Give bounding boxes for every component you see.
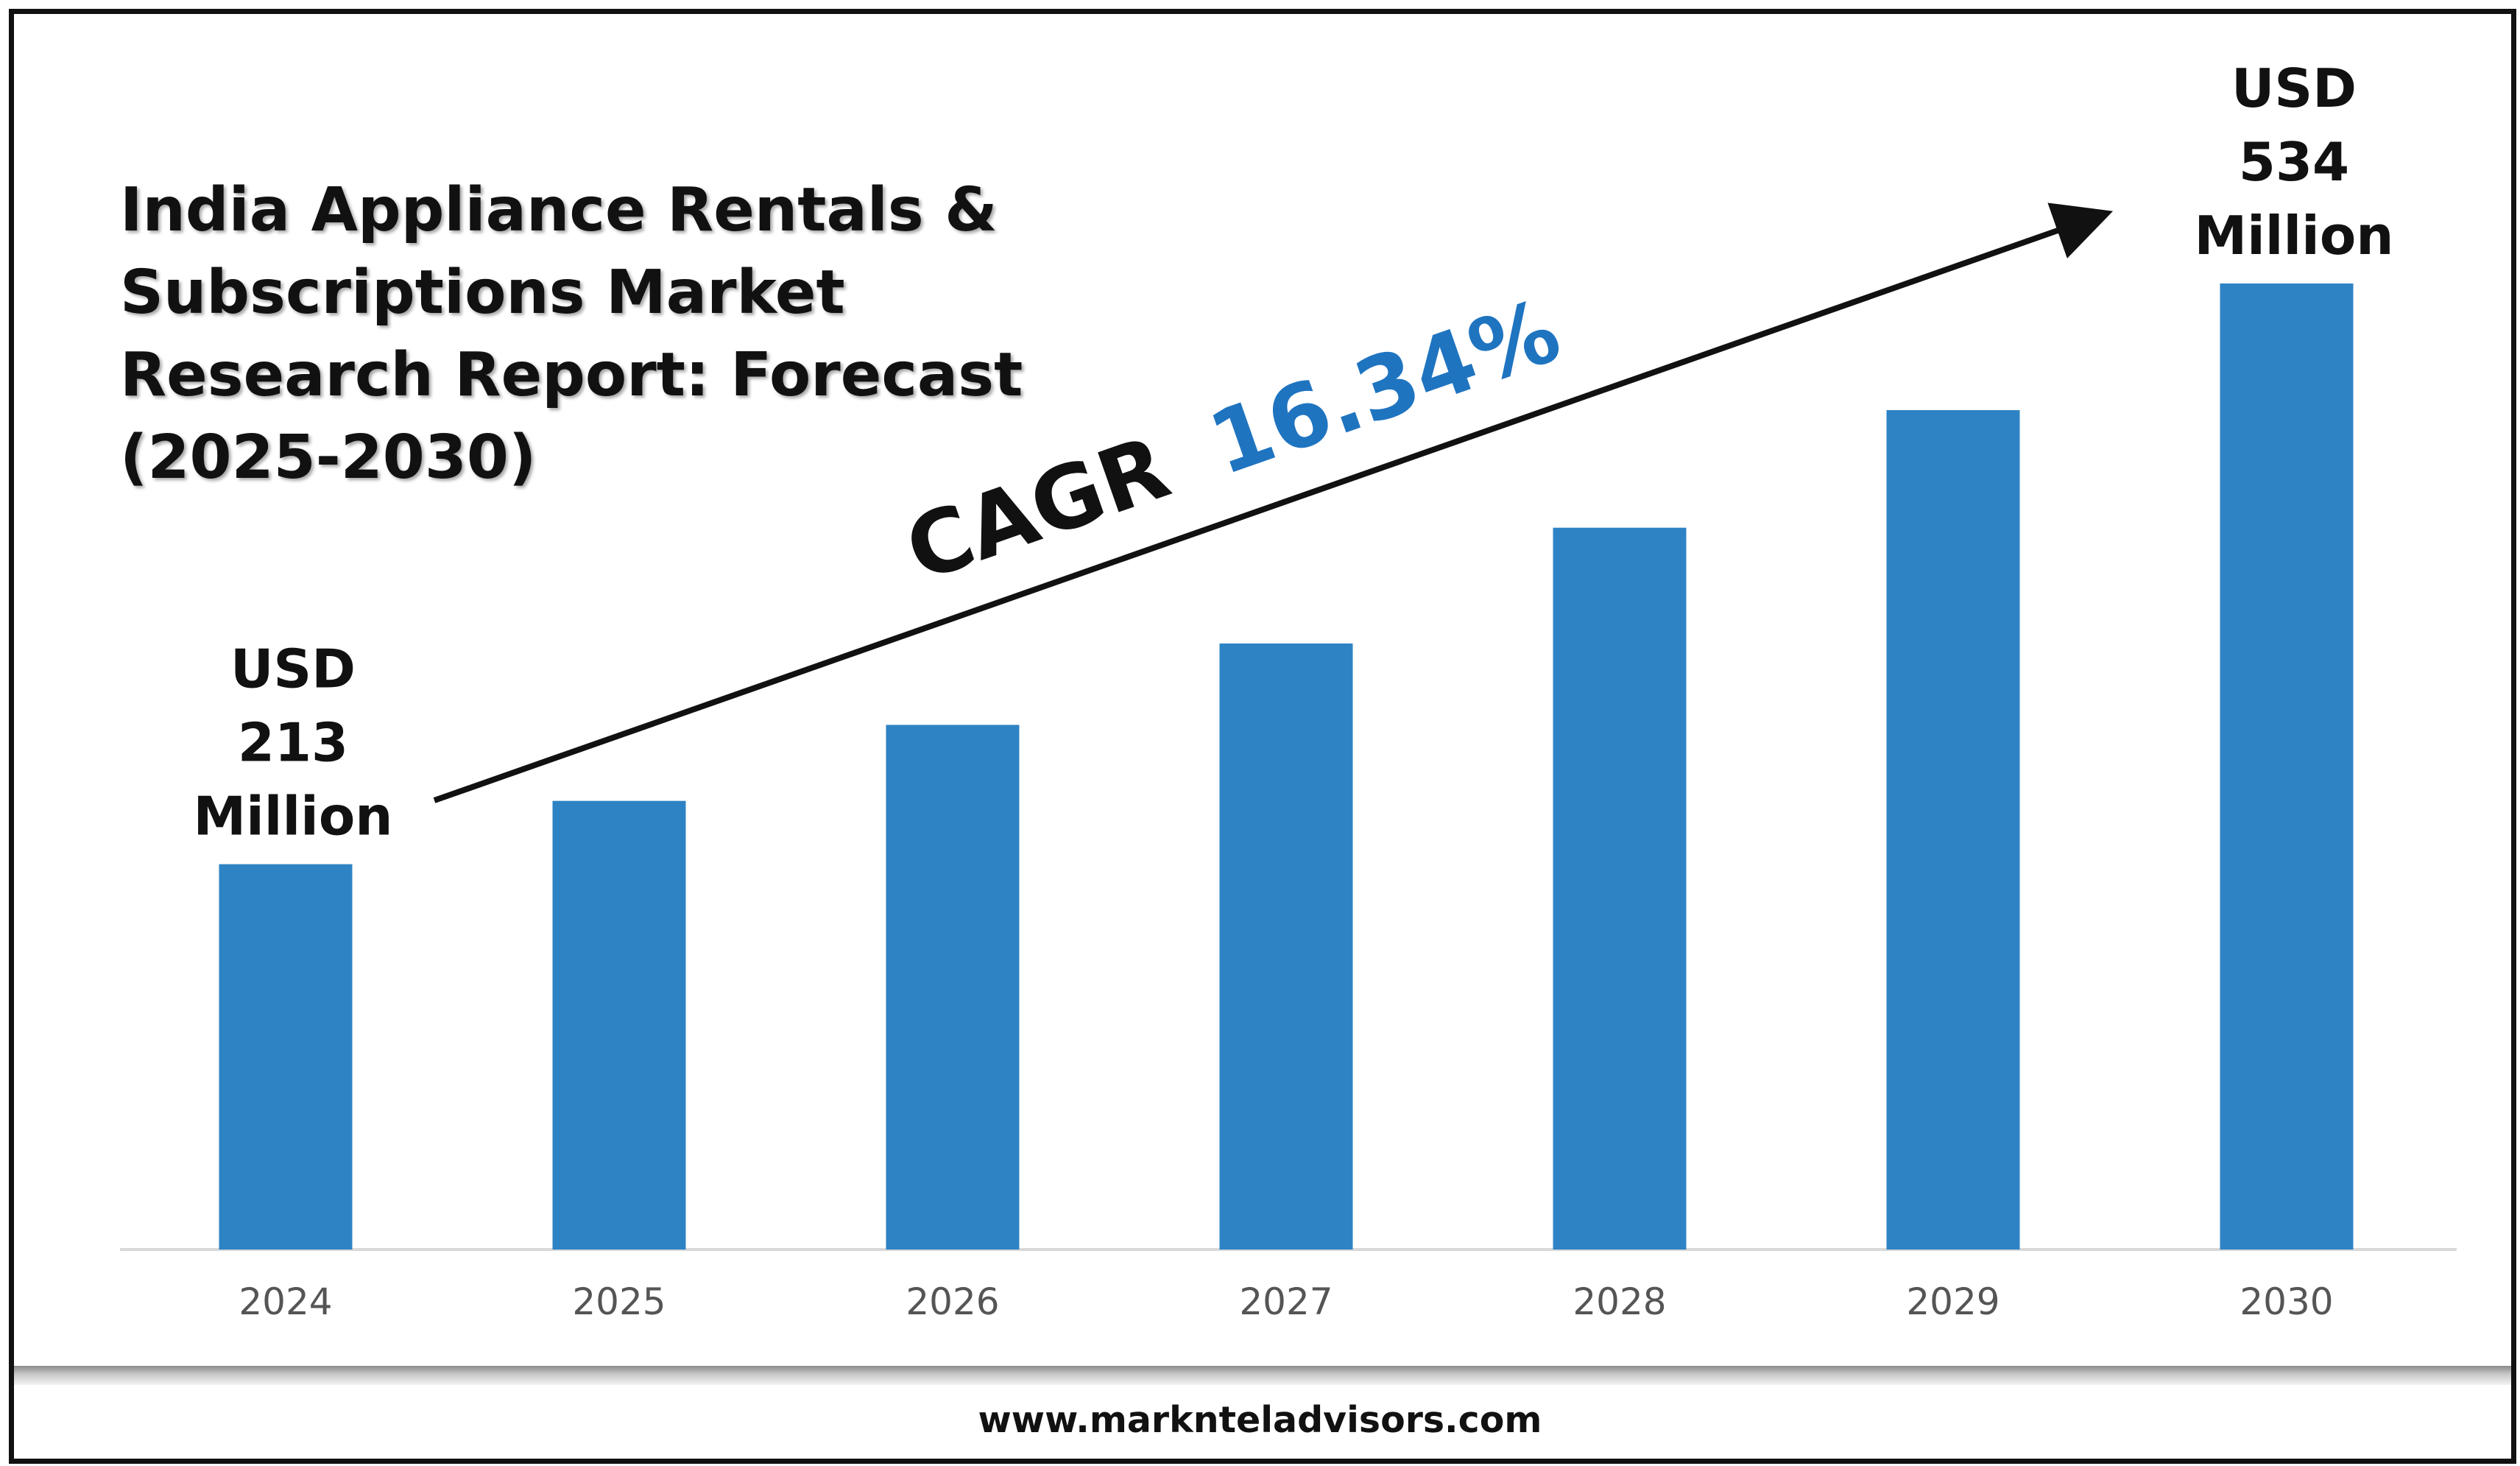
value-label-line: 213 <box>238 712 348 774</box>
x-tick-labels: 2024 2025 2026 2027 2028 2029 2030 <box>239 1280 2333 1323</box>
bar-2025 <box>552 800 686 1250</box>
bar-2030 <box>2220 283 2354 1250</box>
value-label-line: 534 <box>2239 131 2349 193</box>
cagr-trend-arrow <box>433 202 2114 803</box>
x-tick-label-2030: 2030 <box>2240 1280 2333 1323</box>
bar-2028 <box>1553 527 1687 1250</box>
bar-2026 <box>886 725 1020 1250</box>
chart-title: India Appliance Rentals & Subscriptions … <box>120 175 1023 493</box>
value-label-line: Million <box>193 786 392 847</box>
value-label-line: USD <box>230 638 356 700</box>
x-tick-label-2025: 2025 <box>572 1280 666 1323</box>
cagr-value: 16.34% <box>1197 279 1572 495</box>
value-label-2024: USD 213 Million <box>193 638 392 847</box>
x-tick-label-2026: 2026 <box>906 1280 999 1323</box>
footer-website: www.marknteladvisors.com <box>978 1399 1542 1441</box>
cagr-label: CAGR 16.34% <box>894 279 1573 601</box>
x-tick-label-2028: 2028 <box>1573 1280 1666 1323</box>
value-label-2030: USD 534 Million <box>2194 57 2393 267</box>
cagr-prefix: CAGR <box>894 416 1182 601</box>
bar-2027 <box>1219 643 1353 1250</box>
value-label-line: Million <box>2194 205 2393 267</box>
bar-2024 <box>219 864 353 1250</box>
bars-group <box>219 283 2354 1250</box>
bar-2029 <box>1886 409 2020 1250</box>
x-tick-label-2024: 2024 <box>239 1280 332 1323</box>
x-tick-label-2027: 2027 <box>1239 1280 1333 1323</box>
footer-divider <box>14 1366 2511 1385</box>
x-tick-label-2029: 2029 <box>1906 1280 2000 1323</box>
value-label-line: USD <box>2231 57 2357 119</box>
value-annotations: USD 213 Million USD 534 Million <box>193 57 2393 847</box>
